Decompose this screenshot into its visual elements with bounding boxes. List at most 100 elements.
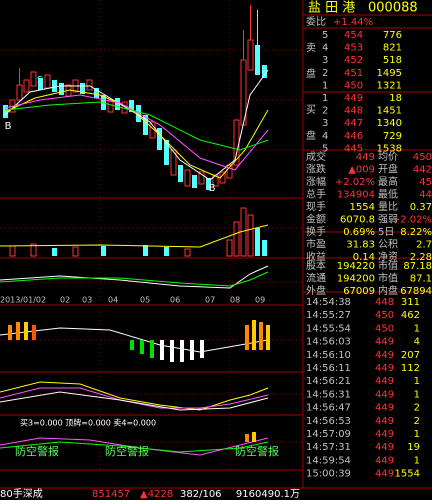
stat-value: 1554 — [350, 202, 375, 213]
committee-label: 委比 — [306, 15, 326, 28]
tick-time: 14:56:31 — [306, 389, 351, 400]
stat-label: 净资 — [378, 250, 398, 263]
macd-lines — [0, 265, 269, 289]
stat-label: 成交 — [306, 150, 326, 163]
stock-code: 000088 — [368, 1, 418, 16]
tick-price: 449 — [375, 416, 394, 427]
indicator-text: 买3=0.000 顶牌=0.000 卖4=0.000 — [20, 418, 156, 428]
price: 446 — [344, 131, 363, 142]
date-label: 2013/01/02 — [0, 296, 46, 305]
stat-value: 0.14 — [353, 252, 375, 263]
stat-value: 442 — [413, 165, 432, 176]
stat-value: 44 — [419, 190, 432, 201]
level: 4 — [322, 43, 328, 54]
stat-label: 最低 — [378, 188, 398, 201]
level: 3 — [322, 118, 328, 129]
tick-price: 449 — [375, 363, 394, 374]
volume: 821 — [383, 43, 402, 54]
tick-price: 450 — [375, 323, 394, 334]
stat-value: 450 — [413, 152, 432, 163]
tick-time: 14:57:31 — [306, 442, 351, 453]
volume: 776 — [383, 30, 402, 41]
price: 454 — [344, 30, 363, 41]
status-value: 851457 — [92, 489, 130, 500]
date-label: 03 — [82, 296, 92, 305]
volume: 1538 — [377, 143, 402, 154]
stat-label: 强弱 — [378, 214, 398, 226]
tick-volume: 2 — [414, 403, 420, 414]
kdj-lines — [0, 381, 269, 411]
tick-volume: 2 — [414, 416, 420, 427]
stat-label: 均价 — [378, 151, 398, 163]
stat-label: 开盘 — [378, 163, 398, 176]
level: 5 — [322, 30, 328, 41]
status-change: ▲4228 — [140, 489, 173, 500]
volume: 18 — [389, 93, 402, 104]
tick-volume: 112 — [401, 363, 420, 374]
stat-value: 31.83 — [346, 240, 375, 251]
tick-time: 14:56:53 — [306, 416, 351, 427]
price: 452 — [344, 55, 363, 66]
tick-price: 449 — [375, 350, 394, 361]
signal-marker: S — [37, 75, 43, 86]
stat-label: 股本 — [306, 259, 326, 272]
price: 450 — [344, 80, 363, 91]
tick-price: 449 — [375, 429, 394, 440]
stat-label: 量比 — [378, 201, 398, 213]
tick-volume: 1554 — [395, 469, 420, 480]
tick-time: 14:55:27 — [306, 310, 351, 321]
stat-label: 市盈 — [306, 238, 326, 251]
stat-value: 87.1 — [410, 274, 432, 285]
stock-name: 盐 田 港 — [308, 1, 355, 16]
alert-lines — [0, 432, 269, 456]
tick-price: 449 — [375, 337, 394, 348]
stat-label: 流通 — [306, 272, 326, 285]
volume: 1340 — [377, 118, 402, 129]
tick-time: 14:56:11 — [306, 363, 351, 374]
tick-time: 14:56:03 — [306, 337, 351, 348]
tick-time: 14:59:54 — [306, 455, 351, 466]
tick-price: 449 — [375, 469, 394, 480]
stat-label: 收益 — [306, 250, 326, 263]
price: 448 — [344, 106, 363, 117]
stat-label: 外盘 — [306, 284, 326, 297]
tick-time: 14:56:47 — [306, 403, 351, 414]
tick-time: 14:55:54 — [306, 323, 351, 334]
price: 445 — [344, 143, 363, 154]
tick-price: 448 — [375, 297, 394, 308]
stat-value: 134904 — [337, 190, 375, 201]
volume: 518 — [383, 55, 402, 66]
price: 453 — [344, 43, 363, 54]
tick-volume: 1 — [414, 376, 420, 387]
tick-price: 449 — [375, 389, 394, 400]
volume: 729 — [383, 131, 402, 142]
tick-volume: 1 — [414, 455, 420, 466]
date-label: 02 — [60, 296, 70, 305]
price: 449 — [344, 93, 363, 104]
stat-label: 内盘 — [378, 284, 398, 297]
stat-label: 5日 — [378, 227, 394, 238]
tick-volume: 1 — [414, 323, 420, 334]
stat-label: 涨跌 — [306, 163, 326, 176]
tick-volume: 19 — [407, 442, 420, 453]
tick-volume: 311 — [401, 297, 420, 308]
buy-label: 盘 — [306, 129, 316, 142]
stat-value: 8.22% — [400, 227, 432, 238]
date-label: 09 — [255, 296, 265, 305]
alert-label: 防空警报 — [235, 444, 279, 458]
stat-value: 194200 — [337, 274, 375, 285]
tick-time: 14:56:21 — [306, 376, 351, 387]
stat-value: 45 — [419, 177, 432, 188]
volume: 1321 — [377, 80, 402, 91]
tick-time: 15:00:39 — [306, 469, 351, 480]
stat-value: 67894 — [400, 286, 432, 297]
stat-label: 市值 — [378, 272, 398, 285]
level: 3 — [322, 55, 328, 66]
price: 447 — [344, 118, 363, 129]
committee-value: +1.44% — [333, 17, 373, 28]
tick-time: 14:54:38 — [306, 297, 351, 308]
stat-value: 0.69% — [343, 227, 375, 238]
stat-value: 2.7 — [416, 240, 432, 251]
signal-marker: B — [5, 121, 12, 132]
